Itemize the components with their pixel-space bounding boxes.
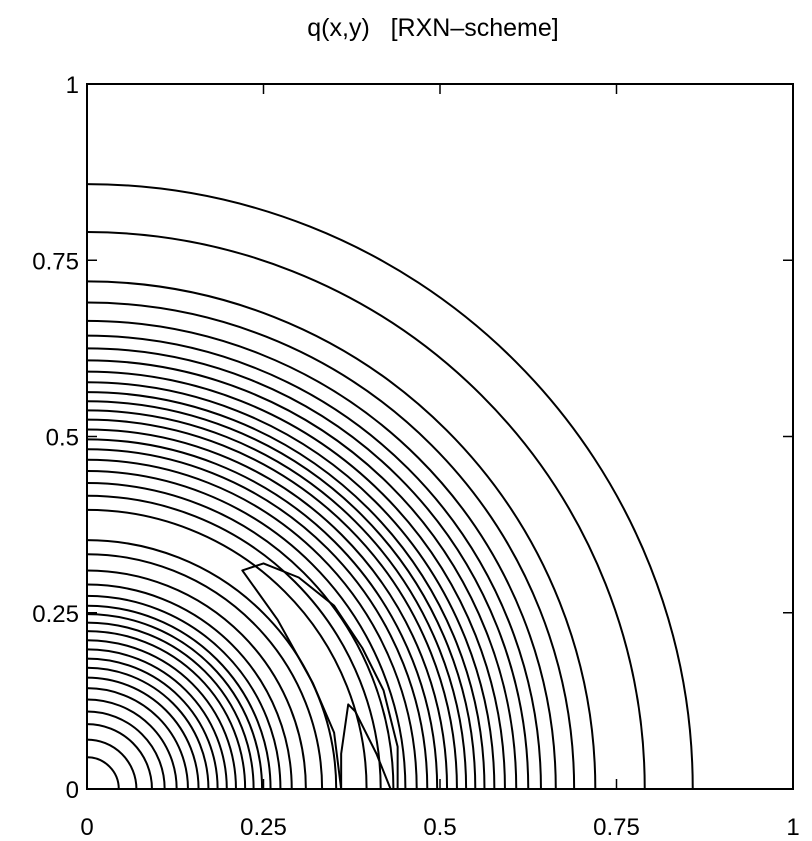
contour-arc-outer-31 bbox=[86, 391, 486, 790]
y-tick-label-2: 0.5 bbox=[46, 425, 79, 452]
contour-lobe-upper bbox=[241, 562, 399, 790]
x-tick-label-0: 0 bbox=[80, 814, 93, 841]
chart-title: q(x,y) [RXN–scheme] bbox=[307, 14, 559, 42]
y-tick-label-3: 0.75 bbox=[32, 248, 79, 275]
contour-arc-inner-17 bbox=[86, 569, 307, 790]
contour-lobe-lower bbox=[340, 703, 392, 790]
contour-arc-outer-28 bbox=[86, 418, 458, 790]
contour-arc-outer-32 bbox=[86, 381, 496, 790]
contour-arc-inner-13 bbox=[86, 613, 264, 790]
x-tick-label-2: 0.5 bbox=[423, 814, 456, 841]
contour-arc-inner-2 bbox=[86, 723, 153, 790]
contour-arc-outer-37 bbox=[86, 319, 557, 790]
contour-arc-outer-29 bbox=[86, 409, 468, 790]
contour-arc-outer-24 bbox=[86, 458, 418, 790]
contour-arc-outer-22 bbox=[86, 482, 395, 790]
contour-arc-outer-20 bbox=[86, 508, 368, 790]
contour-arc-inner-10 bbox=[86, 639, 237, 790]
contour-arc-outer-23 bbox=[86, 470, 407, 790]
contour-arc-inner-9 bbox=[86, 648, 228, 790]
x-tick-label-1: 0.25 bbox=[240, 814, 287, 841]
x-axis-tick-labels: 0 0.25 0.5 0.75 1 bbox=[80, 814, 799, 841]
x-tick-label-3: 0.75 bbox=[593, 814, 640, 841]
contour-arc-inner-3 bbox=[86, 710, 166, 790]
y-tick-label-1: 0.25 bbox=[32, 601, 79, 628]
contour-arc-inner-7 bbox=[86, 666, 210, 790]
x-tick-label-4: 1 bbox=[786, 814, 799, 841]
contour-arc-inner-14 bbox=[86, 604, 272, 790]
contour-arc-outer-33 bbox=[86, 370, 506, 790]
contour-arc-inner-4 bbox=[86, 698, 178, 790]
contour-arc-outer-34 bbox=[86, 359, 518, 790]
contour-arc-outer-35 bbox=[86, 347, 530, 790]
contour-arc-outer-26 bbox=[86, 438, 439, 790]
contour-arc-outer-40 bbox=[86, 231, 646, 790]
contour-arc-outer-36 bbox=[86, 334, 542, 790]
contour-arc-inner-12 bbox=[86, 621, 255, 790]
y-tick-label-0: 0 bbox=[66, 777, 79, 804]
contour-arc-inner-6 bbox=[86, 676, 200, 790]
contour-arc-inner-15 bbox=[86, 594, 282, 790]
contour-arc-inner-5 bbox=[86, 687, 189, 790]
contour-arc-outer-21 bbox=[86, 494, 382, 790]
y-axis-tick-labels: 0 0.25 0.5 0.75 1 bbox=[32, 72, 79, 804]
contour-arc-outer-38 bbox=[86, 301, 576, 790]
contour-arc-outer-25 bbox=[86, 448, 429, 790]
contour-arc-outer-27 bbox=[86, 428, 449, 790]
contour-arc-inner-18 bbox=[86, 553, 324, 790]
contour-arc-outer-39 bbox=[86, 280, 597, 790]
contour-lines bbox=[86, 183, 694, 790]
y-tick-label-4: 1 bbox=[66, 72, 79, 99]
contour-arc-inner-1 bbox=[86, 738, 138, 790]
contour-arc-outer-30 bbox=[86, 400, 477, 790]
contour-arc-inner-0 bbox=[86, 756, 120, 790]
contour-arc-inner-16 bbox=[86, 583, 293, 790]
axis-ticks bbox=[86, 83, 794, 790]
contour-arc-outer-19 bbox=[86, 539, 338, 790]
contour-arc-inner-11 bbox=[86, 630, 247, 790]
contour-arc-outer-41 bbox=[86, 183, 694, 790]
contour-arc-inner-8 bbox=[86, 657, 219, 790]
